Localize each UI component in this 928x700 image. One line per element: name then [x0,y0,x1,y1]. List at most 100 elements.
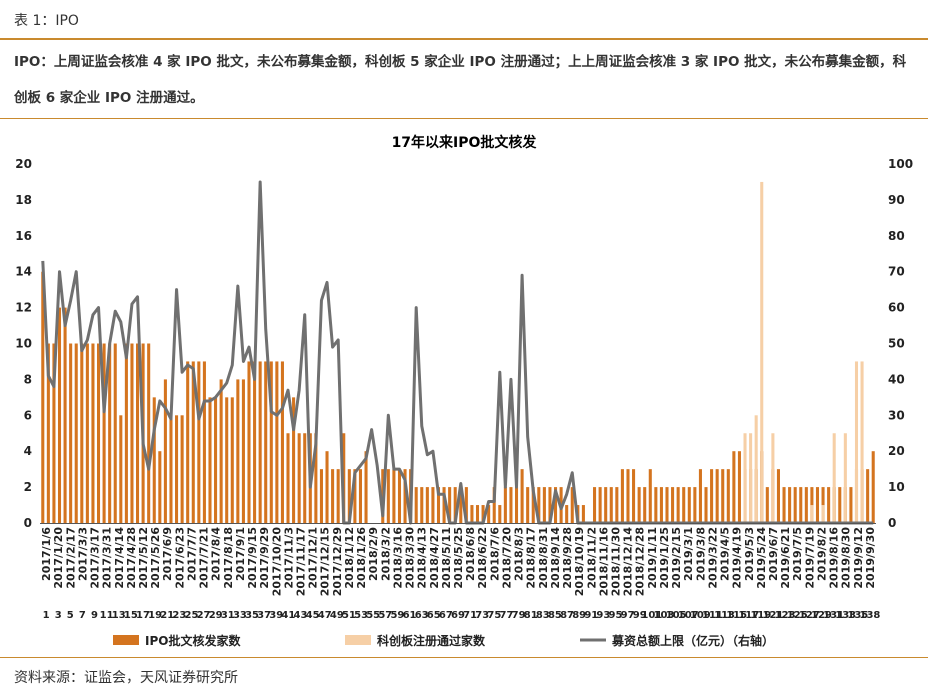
ipo-bar [314,433,318,523]
chart-legend: IPO批文核发家数 科创板注册通过家数 募资总额上限（亿元）（右轴） [113,633,774,648]
ipo-bar [682,487,686,523]
x-date-label: 2017/5/12 [137,527,150,589]
x-date-label: 2018/8/31 [537,527,550,589]
ipo-bar [481,505,485,523]
x-date-label: 2019/4/5 [719,527,732,581]
ipo-bar [620,469,624,523]
ipo-bar [732,451,736,523]
x-index-label: 119 [750,610,771,621]
x-date-label: 2018/1/12 [343,527,356,589]
y-left-tick-label: 14 [15,265,32,279]
ipo-bar [659,487,663,523]
x-date-label: 2019/8/30 [840,527,853,589]
ipo-bar [136,343,140,523]
ipo-bar [470,505,474,523]
x-index-label: 133 [835,610,856,621]
ipo-bar [643,487,647,523]
star-market-bar [854,361,859,523]
ipo-bar [197,361,201,523]
ipo-bar [710,469,714,523]
ipo-bar [208,397,212,523]
ipo-bar [871,451,875,523]
star-market-bar [810,505,814,523]
y-right-tick-label: 20 [888,444,905,458]
ipo-bar [509,487,513,523]
ipo-bar [626,469,630,523]
ipo-bar [609,487,613,523]
ipo-bar [827,487,831,523]
ipo-bar [403,469,407,523]
x-date-label: 2017/8/18 [222,527,235,589]
ipo-bar [554,487,558,523]
y-right-tick-label: 100 [888,157,913,171]
ipo-bar [838,487,842,523]
x-index-label: 101 [641,610,662,621]
x-date-label: 2017/9/1 [234,527,247,581]
ipo-bar [514,487,519,523]
x-date-label: 2017/12/15 [319,527,332,596]
ipo-bar [721,469,725,523]
ipo-bar [849,487,853,523]
x-index-label: 9 [91,610,98,621]
x-date-label: 2017/6/9 [161,527,174,581]
ipo-bar [581,505,585,523]
x-index-label: 53 [354,610,368,621]
ipo-bar [632,469,636,523]
ipo-bar [386,469,390,523]
x-index-label: 63 [415,610,429,621]
x-index-label: 19 [148,610,162,621]
ipo-bar [303,433,307,523]
x-date-label: 2019/4/19 [731,527,744,589]
x-date-label: 2017/8/4 [210,527,223,581]
star-market-bar [754,415,758,523]
ipo-bar [526,487,530,523]
legend-item-star-market: 科创板注册通过家数 [345,633,486,648]
x-date-label: 2017/3/3 [76,527,89,581]
x-date-label: 2017/7/21 [198,527,211,589]
x-date-label: 2019/8/2 [815,527,828,581]
bar-series [41,181,875,523]
ipo-bar [604,487,608,523]
ipo-bar [152,397,156,523]
x-index-label: 87 [560,610,574,621]
ipo-bar [358,469,362,523]
source-divider [0,657,928,658]
ipo-bar [102,343,106,523]
x-index-label: 107 [678,610,699,621]
x-index-label: 99 [633,610,647,621]
x-date-label: 2018/11/16 [597,527,610,597]
ipo-bar [448,487,452,523]
ipo-bar [520,469,524,523]
x-index-label: 1 [43,610,50,621]
ipo-bar [225,397,229,523]
ipo-bar [737,451,741,523]
x-date-label: 2018/3/16 [391,527,404,589]
x-index-label: 15 [124,610,138,621]
x-index-label: 129 [811,610,832,621]
x-date-label: 2017/1/6 [40,527,53,581]
x-date-label: 2017/6/23 [173,527,186,589]
ipo-bar [292,397,296,523]
ipo-bar [108,343,112,523]
x-index-label: 27 [197,610,211,621]
ipo-bar [704,487,708,523]
x-axis: 2017/1/6 2017/1/20 2017/2/17 2017/3/3 2017/3… [40,523,880,621]
legend-item-ipo: IPO批文核发家数 [113,633,241,648]
y-axis-left: 0 2 4 6 8 10 12 14 16 18 20 [15,157,32,530]
x-index-label: 125 [787,610,808,621]
star-market-bar [749,433,753,523]
x-index-label: 3 [55,610,62,621]
ipo-bar [241,379,245,523]
x-index-label: 113 [714,610,735,621]
x-date-label: 2018/5/25 [452,527,465,589]
x-index-label: 135 [847,610,868,621]
ipo-bar [119,415,123,523]
x-date-label: 2019/3/22 [706,527,719,589]
ipo-bar [336,469,340,523]
ipo-bar [63,307,67,523]
x-date-label: 2018/7/20 [500,527,513,589]
x-index-label: 11 [100,610,114,621]
ipo-approval-chart: 17年以来IPO批文核发 0 2 4 6 8 10 12 14 16 18 20 0 10 20 30 40… [15,134,913,648]
ipo-bar [236,379,240,523]
ipo-bar [46,343,50,523]
